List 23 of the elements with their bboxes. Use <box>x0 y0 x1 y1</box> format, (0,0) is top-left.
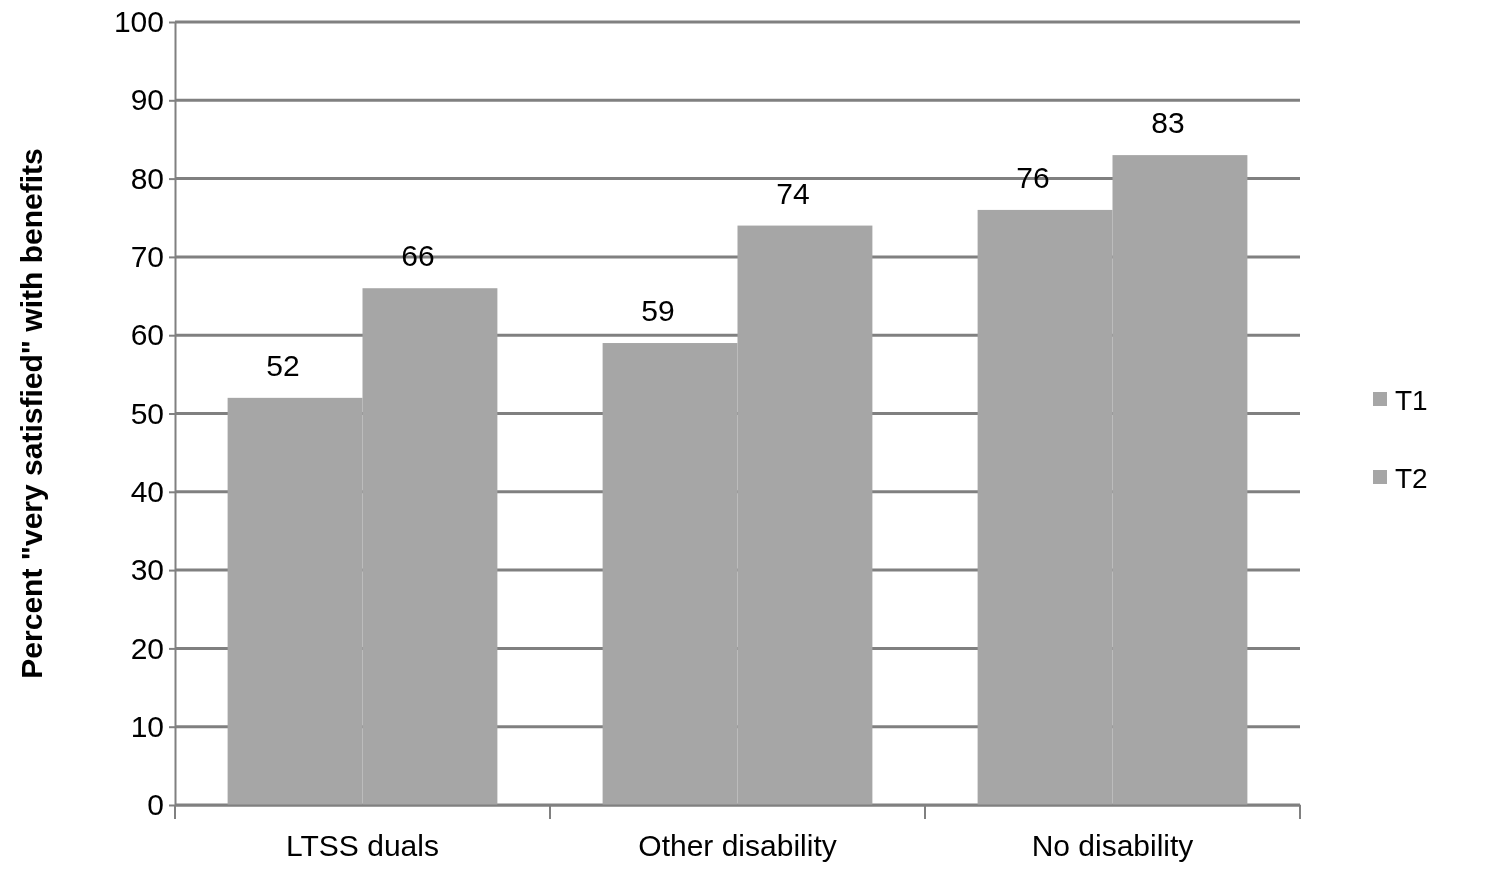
x-tick-label: No disability <box>1031 829 1194 862</box>
y-tick-label: 60 <box>130 318 164 352</box>
y-tick-label: 20 <box>130 631 164 665</box>
data-label: 52 <box>266 348 300 382</box>
y-axis-title: Percent "very satisfied" with benefits <box>15 148 48 679</box>
y-tick-label: 30 <box>130 553 164 587</box>
data-label: 83 <box>1151 106 1185 140</box>
y-tick-label: 50 <box>130 396 164 430</box>
y-tick-label: 0 <box>147 788 164 822</box>
legend-label: T1 <box>1395 385 1428 416</box>
data-label: 59 <box>641 294 675 328</box>
y-tick-label: 40 <box>130 474 164 508</box>
data-label: 74 <box>776 176 810 210</box>
x-tick-label: Other disability <box>638 829 837 862</box>
legend-label: T2 <box>1395 463 1428 494</box>
data-label: 66 <box>401 239 435 273</box>
y-tick-label: 90 <box>130 83 164 117</box>
y-tick-label: 70 <box>130 240 164 273</box>
x-tick-label: LTSS duals <box>286 829 439 862</box>
y-tick-label: 10 <box>130 709 164 743</box>
y-tick-label: 100 <box>113 5 164 39</box>
data-label: 76 <box>1016 160 1050 194</box>
y-tick-label: 80 <box>130 161 164 195</box>
